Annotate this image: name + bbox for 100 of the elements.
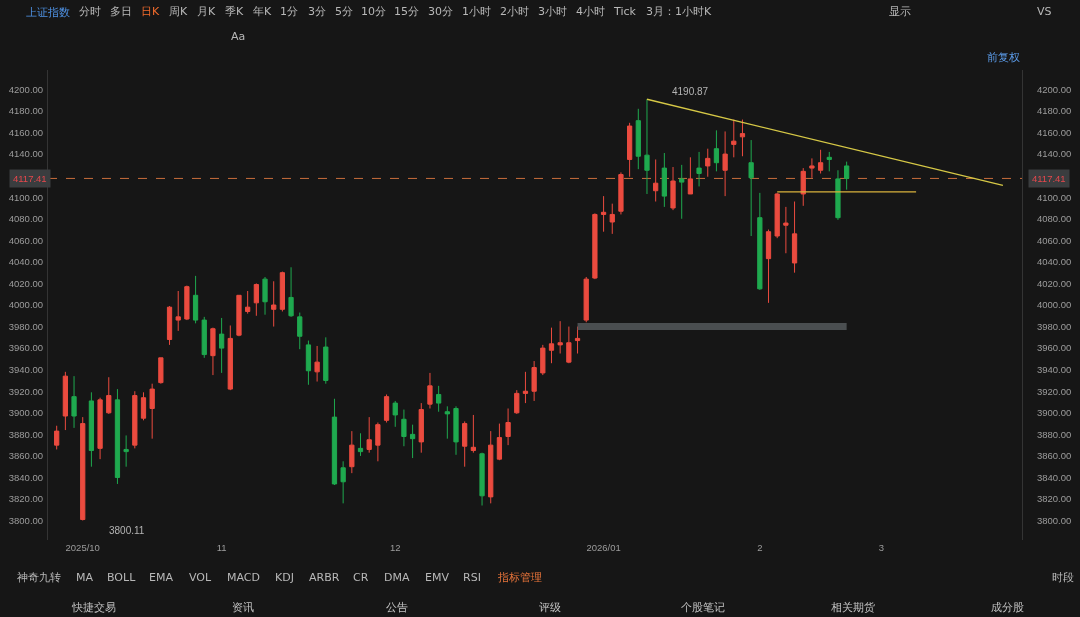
y-tick-label: 4140.00 xyxy=(8,148,44,160)
candlestick xyxy=(705,148,711,178)
candlestick xyxy=(653,158,659,203)
candlestick xyxy=(54,425,60,450)
candlestick xyxy=(583,276,589,323)
candlestick xyxy=(331,398,338,486)
text: 前复权 xyxy=(987,51,1020,64)
candlestick xyxy=(757,192,763,291)
candlestick xyxy=(80,416,86,521)
y2-tick-label: 3980.00 xyxy=(1036,320,1072,332)
text: 月K xyxy=(197,5,216,18)
candlestick xyxy=(783,206,789,254)
candlestick xyxy=(514,389,520,415)
candlestick xyxy=(739,119,746,157)
x-tick-label: 12 xyxy=(389,541,401,553)
text: 30分 xyxy=(428,5,453,18)
x-tick-label: 3 xyxy=(878,541,885,553)
text: MA xyxy=(76,571,94,584)
text: 指标管理 xyxy=(497,571,542,584)
candlestick xyxy=(218,317,225,374)
text: 日K xyxy=(141,5,160,18)
y-tick-label: 4040.00 xyxy=(8,256,44,268)
text: KDJ xyxy=(275,571,294,584)
y2-tick-label: 3860.00 xyxy=(1036,450,1072,462)
candlestick xyxy=(357,432,364,457)
text: 15分 xyxy=(394,5,419,18)
text: 5分 xyxy=(335,5,353,18)
candlestick xyxy=(574,326,581,355)
candlestick xyxy=(635,108,641,170)
candlestick xyxy=(835,169,841,221)
candlestick xyxy=(522,371,529,404)
y-tick-label: 3980.00 xyxy=(8,320,44,332)
text: 公告 xyxy=(386,601,408,613)
candlestick xyxy=(323,336,329,385)
candlestick xyxy=(271,280,277,328)
candlestick xyxy=(644,98,650,195)
y2-tick-label: 3800.00 xyxy=(1036,514,1072,526)
candlestick xyxy=(245,290,251,315)
candlestick xyxy=(71,375,77,429)
candlestick xyxy=(826,151,832,172)
candlestick xyxy=(722,130,728,197)
text: 个股笔记 xyxy=(681,601,725,613)
y2-tick-label: 4020.00 xyxy=(1036,277,1072,289)
candlestick xyxy=(149,383,155,440)
y2-tick-label: 4180.00 xyxy=(1036,105,1072,117)
text: CR xyxy=(353,571,369,584)
candlestick xyxy=(262,276,268,316)
candlestick xyxy=(540,344,546,376)
candlestick xyxy=(288,266,294,318)
candlestick xyxy=(531,360,537,402)
candlestick xyxy=(140,391,147,421)
candlestick xyxy=(679,164,685,220)
text: 时段 xyxy=(1052,571,1074,584)
candlestick xyxy=(192,275,199,324)
candlestick xyxy=(227,324,233,391)
text: 3小时 xyxy=(538,5,567,18)
y-tick-label: 3840.00 xyxy=(8,471,44,483)
y2-tick-label: 3880.00 xyxy=(1036,428,1072,440)
text: RSI xyxy=(463,571,481,584)
y-tick-label: 3940.00 xyxy=(8,364,44,376)
text: Aa xyxy=(231,30,246,43)
candlestick xyxy=(392,400,398,428)
x-tick-label: 11 xyxy=(216,541,227,553)
y2-tick-label: 3960.00 xyxy=(1036,342,1072,354)
text: 显示 xyxy=(889,5,911,18)
y-tick-label: 4080.00 xyxy=(8,213,44,225)
text: 4小时 xyxy=(576,5,605,18)
text: 评级 xyxy=(539,601,561,613)
y2-tick-label: 3840.00 xyxy=(1036,471,1072,483)
candlestick xyxy=(609,203,615,235)
x-tick-label: 2026/01 xyxy=(586,541,621,553)
text: BOLL xyxy=(107,571,137,584)
y-tick-label: 3920.00 xyxy=(8,385,44,397)
candlestick xyxy=(62,371,68,431)
candlestick xyxy=(488,430,494,504)
text: 快捷交易 xyxy=(71,601,116,613)
text: DMA xyxy=(384,571,410,584)
candlestick xyxy=(661,152,667,208)
y-tick-label: 4180.00 xyxy=(8,105,44,117)
y-tick-label: 4000.00 xyxy=(8,299,44,311)
candlestick xyxy=(88,391,95,468)
candlestick xyxy=(696,151,702,187)
x-tick-label: 2025/10 xyxy=(65,541,100,553)
x-tick-label: 2 xyxy=(757,541,763,553)
y-tick-label: 4100.00 xyxy=(8,191,44,203)
candlestick xyxy=(114,388,121,485)
y2-tick-label: 3900.00 xyxy=(1036,407,1072,419)
text: 神奇九转 xyxy=(17,571,61,584)
candlestick xyxy=(462,420,468,468)
y2-tick-label: 4100.00 xyxy=(1036,191,1072,203)
y-tick-label: 3880.00 xyxy=(8,428,44,440)
y2-tick-label: 4000.00 xyxy=(1036,299,1072,311)
y-tick-label: 3820.00 xyxy=(8,493,44,505)
candlestick xyxy=(158,357,164,385)
ref-line-label: 4117.41 xyxy=(13,173,47,184)
candlestick xyxy=(800,167,806,207)
text: EMA xyxy=(149,571,174,584)
candlestick xyxy=(375,422,381,462)
text: 1分 xyxy=(280,5,298,18)
candlestick xyxy=(687,156,694,195)
